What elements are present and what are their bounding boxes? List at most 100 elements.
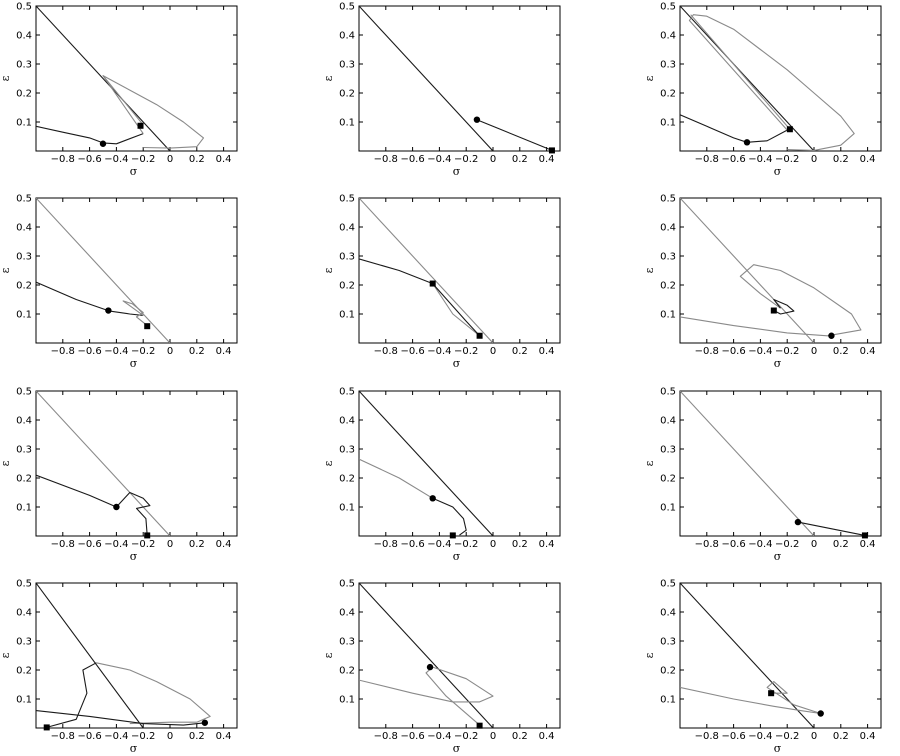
series-line-3 <box>766 681 821 715</box>
y-tick-label: 0.5 <box>339 579 355 590</box>
series-line-1 <box>680 391 815 536</box>
series-line-1 <box>36 6 171 151</box>
y-tick-label: 0.2 <box>660 474 676 485</box>
x-axis-label: σ <box>453 165 461 178</box>
y-tick-label: 0.1 <box>339 310 355 321</box>
x-tick-label: −0.6 <box>721 539 745 550</box>
y-axis-label: ε <box>322 460 335 466</box>
plot-area <box>680 6 855 151</box>
y-tick-label: 0.5 <box>660 387 676 398</box>
square-marker <box>476 332 483 339</box>
plot-11: −0.8 −0.6 −0.4 −0.2 0 0.2 0.4 0.1 0.2 0.3 0.4 0.5 σ ε <box>322 579 561 755</box>
y-tick-label: 0.3 <box>339 252 355 263</box>
y-tick-label: 0.4 <box>339 608 355 619</box>
plot-frame <box>679 582 882 729</box>
y-tick-label: 0.2 <box>660 666 676 677</box>
x-tick-label: 0.2 <box>833 539 849 550</box>
plot-5: −0.8 −0.6 −0.4 −0.2 0 0.2 0.4 0.1 0.2 0.3 0.4 0.5 σ ε <box>322 194 561 370</box>
x-tick-label: 0.4 <box>216 154 232 165</box>
x-tick-label: 0 <box>167 346 173 357</box>
y-tick-label: 0.3 <box>660 60 676 71</box>
x-tick-label: −0.8 <box>51 154 75 165</box>
x-tick-label: −0.2 <box>131 154 155 165</box>
y-axis-label: ε <box>643 652 656 658</box>
y-tick-label: 0.5 <box>16 387 32 398</box>
x-tick-label: 0.2 <box>512 539 528 550</box>
x-tick-label: −0.2 <box>454 731 478 742</box>
series-line-1 <box>359 583 494 728</box>
x-tick-label: −0.8 <box>51 539 75 550</box>
plot-frame <box>358 582 561 729</box>
series-line-1 <box>359 391 494 536</box>
plot-3: −0.8 −0.6 −0.4 −0.2 0 0.2 0.4 0.1 0.2 0.3 0.4 0.5 σ ε <box>643 2 882 178</box>
x-axis-label: σ <box>774 550 782 563</box>
x-tick-label: 0.4 <box>539 346 555 357</box>
square-marker <box>144 323 151 330</box>
circle-marker <box>429 495 436 502</box>
y-tick-label: 0.5 <box>660 194 676 205</box>
y-tick-label: 0.3 <box>16 252 32 263</box>
plot-frame <box>35 197 238 344</box>
x-axis-label: σ <box>453 742 461 755</box>
y-tick-label: 0.1 <box>660 118 676 129</box>
x-tick-label: −0.6 <box>77 539 101 550</box>
y-tick-label: 0.3 <box>660 252 676 263</box>
x-tick-label: −0.6 <box>400 731 424 742</box>
series-line-3 <box>122 300 148 327</box>
series-line-3 <box>688 14 855 151</box>
y-tick-label: 0.4 <box>339 416 355 427</box>
x-tick-label: −0.2 <box>131 539 155 550</box>
x-tick-label: 0 <box>167 154 173 165</box>
series-line-4 <box>102 75 144 126</box>
y-tick-label: 0.1 <box>339 118 355 129</box>
x-tick-label: 0 <box>167 539 173 550</box>
series-line-3 <box>432 497 467 536</box>
y-tick-label: 0.4 <box>16 223 32 234</box>
x-tick-label: 0 <box>490 731 496 742</box>
y-tick-label: 0.2 <box>339 281 355 292</box>
x-tick-label: −0.4 <box>748 731 772 742</box>
series-line-2 <box>680 264 862 337</box>
x-tick-label: 0.4 <box>860 346 876 357</box>
plot-area <box>36 391 171 536</box>
plot-7: −0.8 −0.6 −0.4 −0.2 0 0.2 0.4 0.1 0.2 0.3 0.4 0.5 σ ε <box>0 387 238 563</box>
x-tick-label: −0.4 <box>104 539 128 550</box>
x-tick-label: −0.8 <box>695 731 719 742</box>
series-line-2 <box>359 458 433 499</box>
x-axis-label: σ <box>130 357 138 370</box>
square-marker <box>786 126 793 133</box>
x-tick-label: −0.8 <box>51 346 75 357</box>
x-tick-label: −0.4 <box>104 154 128 165</box>
circle-marker <box>743 139 751 146</box>
y-tick-label: 0.2 <box>16 666 32 677</box>
x-tick-label: −0.8 <box>374 154 398 165</box>
y-tick-label: 0.2 <box>660 89 676 100</box>
x-tick-label: 0.4 <box>216 539 232 550</box>
square-marker <box>449 532 456 539</box>
x-tick-label: −0.2 <box>131 346 155 357</box>
x-tick-label: −0.4 <box>748 346 772 357</box>
x-tick-label: 0 <box>811 539 817 550</box>
square-marker <box>548 147 555 154</box>
y-tick-label: 0.4 <box>16 416 32 427</box>
square-marker <box>137 122 144 129</box>
series-line-2 <box>680 686 821 715</box>
y-tick-label: 0.4 <box>339 31 355 42</box>
x-tick-label: 0.4 <box>539 731 555 742</box>
series-line-2 <box>359 666 494 726</box>
x-tick-label: 0 <box>490 539 496 550</box>
x-tick-label: 0 <box>811 346 817 357</box>
series-line-3 <box>432 283 480 337</box>
series-line-3 <box>102 75 205 149</box>
series-line-3 <box>773 298 795 315</box>
y-tick-label: 0.3 <box>339 637 355 648</box>
series-line-4 <box>36 710 205 726</box>
x-tick-label: 0 <box>490 346 496 357</box>
x-tick-label: 0.4 <box>860 154 876 165</box>
plot-area <box>680 391 866 536</box>
plot-2: −0.8 −0.6 −0.4 −0.2 0 0.2 0.4 0.1 0.2 0.3 0.4 0.5 σ ε <box>322 2 561 178</box>
x-tick-label: −0.4 <box>104 731 128 742</box>
y-axis-label: ε <box>0 267 12 273</box>
circle-marker <box>794 518 802 526</box>
plot-area <box>359 391 494 536</box>
